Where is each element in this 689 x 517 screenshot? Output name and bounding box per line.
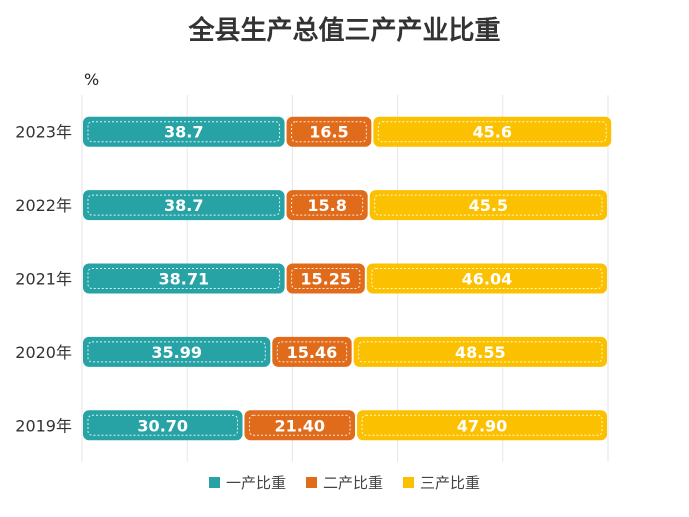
data-label: 30.70	[137, 416, 188, 435]
bar	[83, 116, 285, 147]
legend-label-primary: 一产比重	[225, 474, 286, 492]
data-label: 15.46	[287, 343, 338, 362]
data-label: 15.25	[300, 270, 351, 289]
legend-swatch-secondary	[305, 477, 317, 488]
category-label: 2022年	[15, 196, 72, 215]
bar	[286, 116, 372, 147]
chart-title: 全县生产总值三产产业比重	[188, 16, 501, 46]
data-label: 45.6	[473, 123, 512, 142]
bar	[357, 410, 607, 441]
bar	[244, 410, 356, 441]
bar	[353, 336, 607, 367]
data-label: 47.90	[457, 416, 508, 435]
bar	[83, 263, 285, 294]
bar-inner-border	[291, 268, 361, 289]
data-label: 15.8	[307, 196, 346, 215]
legend-item-secondary[interactable]: 二产比重	[305, 472, 383, 493]
bar-inner-border	[87, 341, 266, 363]
bar-inner-border	[87, 414, 238, 436]
bar	[369, 190, 607, 221]
category-label: 2023年	[15, 123, 72, 142]
bar	[286, 263, 365, 294]
stacked-bar-chart: 2023年 38.7 16.5 45.6 2022年 38.7 15.8 45.5 2021年 3…	[15, 95, 612, 462]
legend-label-tertiary: 三产比重	[420, 474, 481, 492]
legend-label-secondary: 二产比重	[322, 474, 383, 492]
bar-inner-border	[276, 341, 348, 363]
bar	[373, 116, 612, 147]
data-label: 16.5	[309, 123, 348, 142]
category-label: 2021年	[15, 270, 72, 289]
data-label: 45.5	[469, 196, 508, 215]
bar-inner-border	[248, 414, 351, 436]
bar	[83, 410, 243, 441]
bar	[366, 263, 607, 294]
category-label: 2019年	[15, 416, 72, 435]
data-label: 46.04	[462, 270, 513, 289]
bar-inner-border	[361, 414, 603, 436]
legend-item-tertiary[interactable]: 三产比重	[403, 472, 480, 493]
bar-inner-border	[291, 121, 367, 143]
bar-inner-border	[374, 194, 603, 216]
data-label: 21.40	[274, 416, 325, 435]
bar	[83, 336, 271, 367]
bar	[272, 336, 352, 367]
data-label: 38.7	[164, 196, 203, 215]
legend-item-primary[interactable]: 一产比重	[208, 472, 286, 493]
bar-inner-border	[371, 268, 603, 289]
bar-inner-border	[358, 341, 603, 363]
category-label: 2020年	[15, 343, 72, 362]
bar	[286, 190, 368, 221]
legend: 一产比重 二产比重 三产比重	[0, 472, 689, 493]
bar-inner-border	[377, 121, 607, 143]
data-label: 38.71	[159, 270, 210, 289]
unit-label: %	[84, 70, 100, 89]
bar	[83, 190, 285, 221]
legend-swatch-tertiary	[403, 477, 414, 488]
legend-swatch-primary	[208, 477, 220, 488]
data-label: 35.99	[151, 343, 202, 362]
data-label: 48.55	[455, 343, 506, 362]
data-label: 38.7	[164, 123, 203, 142]
